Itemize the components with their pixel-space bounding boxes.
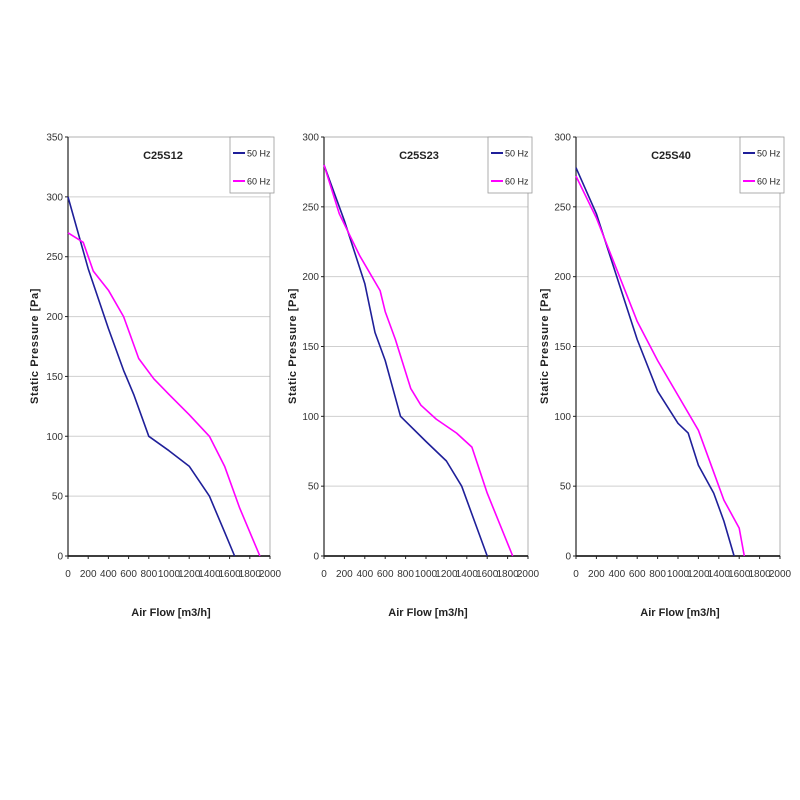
y-tick-label: 100: [554, 412, 571, 423]
y-tick-label: 200: [46, 312, 63, 323]
x-tick-label: 1200: [435, 569, 458, 580]
y-tick-label: 350: [46, 133, 63, 144]
x-tick-label: 200: [336, 569, 353, 580]
y-tick-label: 0: [57, 552, 63, 563]
x-tick-label: 2000: [259, 569, 282, 580]
y-axis-label: Static Pressure [Pa]: [287, 288, 299, 404]
chart-title: C25S23: [399, 150, 439, 162]
y-tick-label: 150: [302, 342, 319, 353]
series-line-60-hz: [575, 175, 746, 557]
y-tick-label: 150: [554, 342, 571, 353]
y-tick-label: 0: [313, 552, 319, 563]
x-tick-label: 0: [321, 569, 327, 580]
x-tick-label: 1800: [239, 569, 262, 580]
y-tick-label: 0: [565, 552, 571, 563]
y-tick-label: 300: [46, 192, 63, 203]
series-line-50-hz: [67, 196, 236, 557]
y-axis-label: Static Pressure [Pa]: [539, 288, 551, 404]
x-tick-label: 400: [356, 569, 373, 580]
series-line-50-hz: [575, 167, 735, 557]
x-tick-label: 1800: [748, 569, 771, 580]
y-tick-label: 200: [302, 272, 319, 283]
y-tick-label: 250: [302, 202, 319, 213]
series-line-60-hz: [67, 232, 261, 557]
chart-title: C25S12: [143, 150, 183, 162]
y-tick-label: 50: [308, 482, 320, 493]
legend-label: 50 Hz: [505, 149, 529, 159]
x-tick-label: 2000: [769, 569, 792, 580]
y-tick-label: 300: [554, 133, 571, 144]
x-tick-label: 1200: [178, 569, 201, 580]
legend-box: [487, 136, 533, 194]
series-line-50-hz: [323, 164, 488, 557]
x-tick-label: 600: [120, 569, 137, 580]
x-tick-label: 1400: [456, 569, 479, 580]
x-tick-label: 1600: [476, 569, 499, 580]
legend-label: 50 Hz: [247, 149, 271, 159]
x-tick-label: 800: [397, 569, 414, 580]
x-tick-label: 200: [588, 569, 605, 580]
x-tick-label: 200: [80, 569, 97, 580]
legend-label: 60 Hz: [505, 177, 529, 187]
x-tick-label: 1400: [198, 569, 221, 580]
legend-label: 50 Hz: [757, 149, 781, 159]
x-tick-label: 1600: [218, 569, 241, 580]
x-tick-label: 1400: [708, 569, 731, 580]
y-tick-label: 200: [554, 272, 571, 283]
x-tick-label: 2000: [517, 569, 540, 580]
x-tick-label: 1000: [415, 569, 438, 580]
x-tick-label: 600: [629, 569, 646, 580]
x-tick-label: 1200: [687, 569, 710, 580]
legend-box: [229, 136, 275, 194]
x-axis-label: Air Flow [m3/h]: [388, 607, 468, 619]
x-tick-label: 1600: [728, 569, 751, 580]
x-tick-label: 800: [649, 569, 666, 580]
y-tick-label: 50: [52, 492, 64, 503]
legend-label: 60 Hz: [757, 177, 781, 187]
legend-label: 60 Hz: [247, 177, 271, 187]
x-tick-label: 400: [608, 569, 625, 580]
y-axis-label: Static Pressure [Pa]: [29, 288, 41, 404]
y-tick-label: 250: [554, 202, 571, 213]
x-tick-label: 800: [140, 569, 157, 580]
x-axis-label: Air Flow [m3/h]: [131, 607, 211, 619]
x-tick-label: 0: [573, 569, 579, 580]
x-tick-label: 1800: [496, 569, 519, 580]
y-tick-label: 250: [46, 252, 63, 263]
y-tick-label: 50: [560, 482, 572, 493]
legend-box: [739, 136, 785, 194]
x-tick-label: 0: [65, 569, 71, 580]
y-tick-label: 100: [302, 412, 319, 423]
x-axis-label: Air Flow [m3/h]: [640, 607, 720, 619]
x-tick-label: 600: [377, 569, 394, 580]
y-tick-label: 300: [302, 133, 319, 144]
chart-title: C25S40: [651, 150, 691, 162]
y-tick-label: 150: [46, 372, 63, 383]
x-tick-label: 400: [100, 569, 117, 580]
series-line-60-hz: [323, 164, 514, 557]
x-tick-label: 1000: [158, 569, 181, 580]
plot-frame: [67, 136, 271, 557]
y-tick-label: 100: [46, 432, 63, 443]
x-tick-label: 1000: [667, 569, 690, 580]
